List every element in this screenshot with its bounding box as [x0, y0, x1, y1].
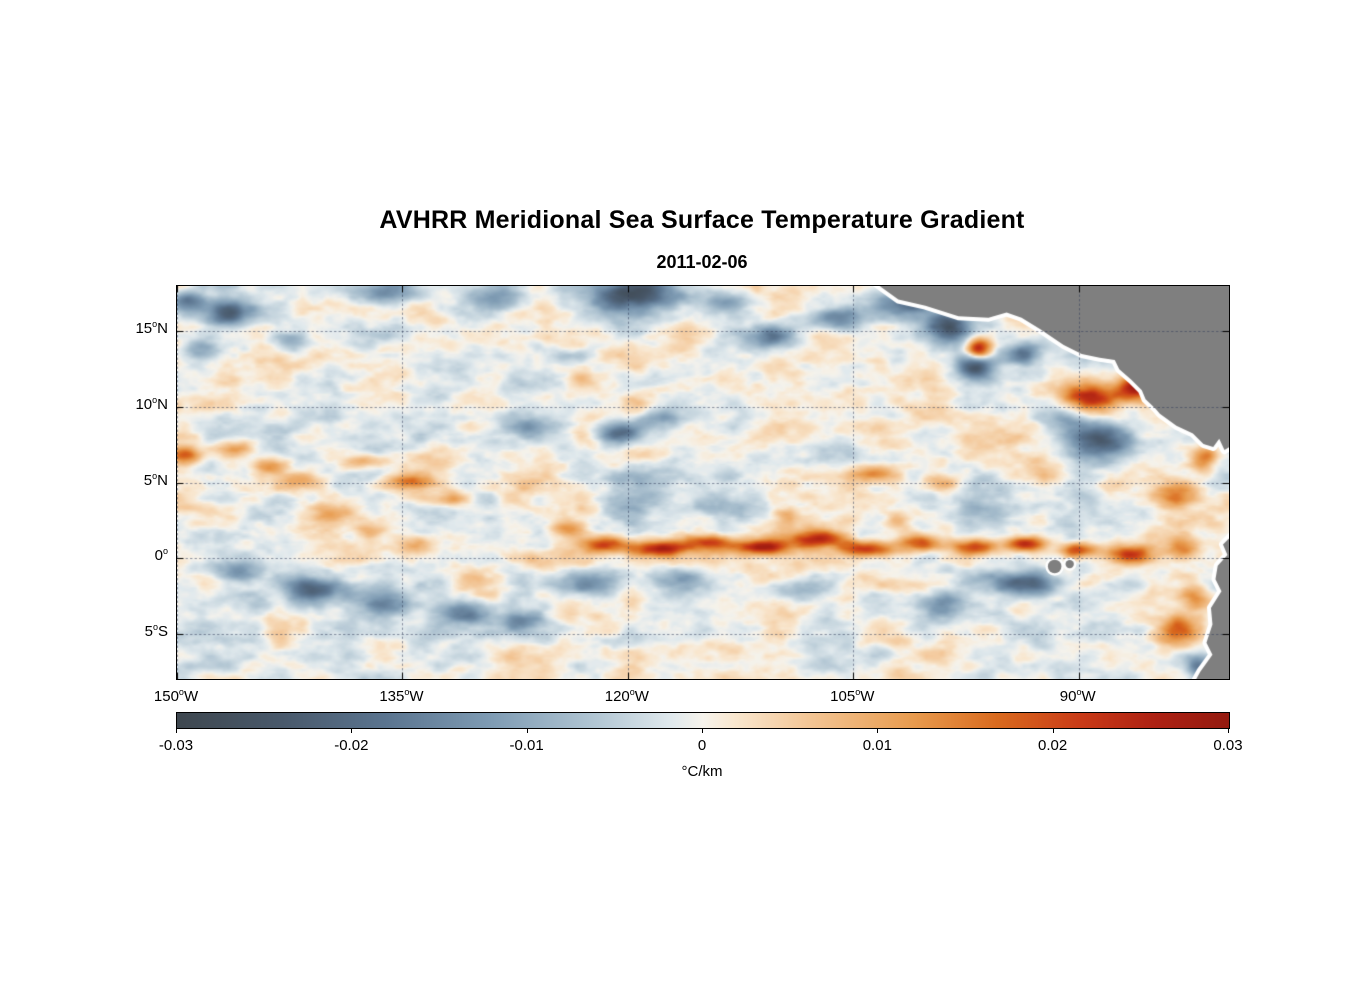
- colorbar-tick: [702, 729, 703, 733]
- lon-tick-label: 120oW: [604, 687, 649, 706]
- colorbar-tick-label: 0.01: [862, 737, 892, 754]
- colorbar-tick-label: -0.02: [334, 737, 369, 754]
- colorbar-tick: [351, 729, 353, 733]
- lat-tick-label: 5oN: [143, 470, 168, 489]
- colorbar-tick: [176, 729, 177, 733]
- colorbar-tick-label: 0.03: [1213, 737, 1243, 754]
- map-plot-area: [176, 285, 1230, 680]
- colorbar-tick: [1228, 729, 1229, 733]
- lon-tick-label: 135oW: [379, 687, 424, 706]
- lat-tick-label: 0o: [154, 546, 168, 565]
- colorbar: [176, 712, 1230, 729]
- figure-date: 2011-02-06: [656, 252, 748, 272]
- colorbar-tick-label: -0.03: [158, 737, 194, 754]
- colorbar-tick: [1052, 729, 1054, 733]
- colorbar-tick: [877, 729, 879, 733]
- colorbar-tick: [526, 729, 528, 733]
- colorbar-tick-label: -0.01: [509, 737, 544, 754]
- colorbar-gradient: [177, 713, 1229, 728]
- lat-tick-label: 15oN: [135, 319, 168, 338]
- lat-tick-label: 10oN: [135, 394, 168, 413]
- lon-tick-label: 150oW: [153, 687, 199, 706]
- figure-title: AVHRR Meridional Sea Surface Temperature…: [379, 206, 1025, 234]
- sst-gradient-map-canvas: [177, 286, 1229, 679]
- colorbar-tick-label: 0.02: [1038, 737, 1068, 754]
- lon-tick-label: 90oW: [1059, 687, 1096, 706]
- colorbar-tick-label: 0: [697, 737, 707, 754]
- lat-tick-label: 5oS: [144, 621, 168, 640]
- lon-tick-label: 105oW: [830, 687, 875, 706]
- colorbar-unit-label: °C/km: [681, 763, 723, 780]
